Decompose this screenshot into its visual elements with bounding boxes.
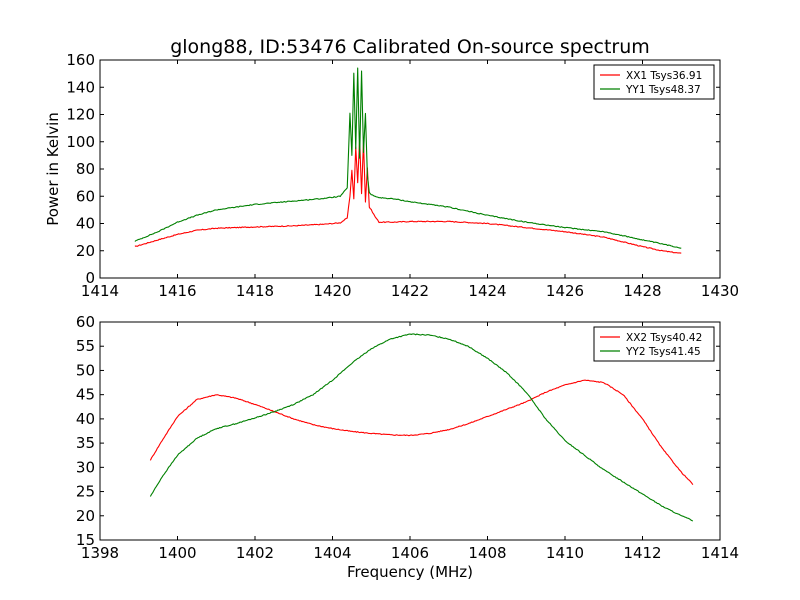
lower-x-tick-label: 1404 bbox=[313, 544, 351, 562]
lower-legend: XX2 Tsys40.42 YY2 Tsys41.45 bbox=[593, 326, 715, 362]
upper-y-tick-label: 120 bbox=[66, 106, 95, 124]
upper-x-tick-label: 1422 bbox=[391, 282, 429, 300]
lower-series-group bbox=[149, 333, 694, 522]
lower-y-tick-label: 30 bbox=[76, 458, 95, 476]
upper-legend-box bbox=[593, 64, 715, 100]
upper-x-tick-label: 1416 bbox=[158, 282, 196, 300]
lower-x-tick-label: 1400 bbox=[158, 544, 196, 562]
lower-legend-label-1: XX2 Tsys40.42 bbox=[626, 332, 702, 344]
lower-y-tick-label: 45 bbox=[76, 386, 95, 404]
lower-x-tick-label: 1406 bbox=[391, 544, 429, 562]
lower-x-tick-label: 1414 bbox=[701, 544, 739, 562]
upper-x-tick-label: 1430 bbox=[701, 282, 739, 300]
upper-x-tick-label: 1424 bbox=[468, 282, 506, 300]
upper-x-tick-label: 1420 bbox=[313, 282, 351, 300]
upper-y-tick-label: 140 bbox=[66, 78, 95, 96]
upper-x-tick-label: 1428 bbox=[623, 282, 661, 300]
upper-series-line-1 bbox=[134, 138, 682, 254]
lower-spectrum-panel: 1398 1400 1402 1404 1406 1408 1410 1412 1414 15 20… bbox=[76, 313, 739, 562]
lower-y-tick-label: 15 bbox=[76, 531, 95, 549]
upper-y-tick-label: 80 bbox=[76, 160, 95, 178]
lower-x-tick-label: 1412 bbox=[623, 544, 661, 562]
upper-legend-label-1: XX1 Tsys36.91 bbox=[626, 70, 702, 82]
upper-x-tick-label: 1414 bbox=[81, 282, 119, 300]
upper-y-tick-label: 40 bbox=[76, 215, 95, 233]
upper-y-tick-label: 100 bbox=[66, 133, 95, 151]
lower-x-axis-label: Frequency (MHz) bbox=[347, 563, 473, 581]
lower-x-tick-label: 1398 bbox=[81, 544, 119, 562]
upper-legend-label-2: YY1 Tsys48.37 bbox=[625, 84, 701, 96]
lower-y-tick-label: 25 bbox=[76, 483, 95, 501]
upper-y-tick-label: 60 bbox=[76, 187, 95, 205]
upper-y-tick-label: 0 bbox=[85, 269, 95, 287]
upper-y-axis-label: Power in Kelvin bbox=[44, 112, 62, 226]
upper-x-tick-label: 1418 bbox=[236, 282, 274, 300]
upper-series-line-2 bbox=[134, 67, 682, 249]
lower-y-tick-label: 35 bbox=[76, 434, 95, 452]
lower-y-tick-label: 60 bbox=[76, 313, 95, 331]
upper-y-tick-label: 20 bbox=[76, 242, 95, 260]
lower-y-tick-label: 20 bbox=[76, 507, 95, 525]
upper-legend: XX1 Tsys36.91 YY1 Tsys48.37 bbox=[593, 64, 715, 100]
lower-x-tick-label: 1402 bbox=[236, 544, 274, 562]
upper-spectrum-panel: 1414 1416 1418 1420 1422 1424 1426 1428 1430 0 20 4… bbox=[66, 51, 739, 300]
upper-series-group bbox=[134, 67, 682, 254]
lower-x-tick-label: 1410 bbox=[546, 544, 584, 562]
lower-y-tick-label: 40 bbox=[76, 410, 95, 428]
lower-series-line-2 bbox=[149, 333, 694, 522]
lower-legend-box bbox=[593, 326, 715, 362]
lower-legend-label-2: YY2 Tsys41.45 bbox=[625, 346, 701, 358]
lower-y-tick-label: 55 bbox=[76, 337, 95, 355]
lower-x-tick-label: 1408 bbox=[468, 544, 506, 562]
lower-series-line-1 bbox=[149, 379, 694, 485]
lower-y-tick-label: 50 bbox=[76, 361, 95, 379]
upper-x-tick-label: 1426 bbox=[546, 282, 584, 300]
upper-y-tick-label: 160 bbox=[66, 51, 95, 69]
chart-title: glong88, ID:53476 Calibrated On-source s… bbox=[170, 36, 650, 58]
